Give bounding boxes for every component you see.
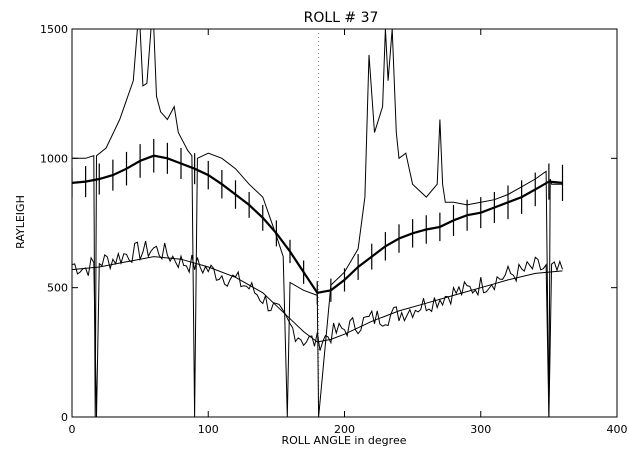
x-tick-label: 300 — [470, 423, 491, 436]
chart-title: ROLL # 37 — [304, 10, 379, 26]
x-tick-label: 0 — [69, 423, 76, 436]
series-line-3 — [72, 240, 563, 417]
y-tick-label: 500 — [47, 282, 68, 295]
plot-area: 0 100 200 300 400 0 500 1000 1500 — [40, 23, 628, 436]
plot-frame — [71, 28, 618, 418]
y-tick-label: 1000 — [40, 152, 68, 165]
series-line-1 — [72, 29, 563, 417]
x-tick-label: 200 — [334, 423, 355, 436]
x-tick-label: 100 — [198, 423, 219, 436]
x-axis-label: ROLL ANGLE in degree — [282, 434, 407, 447]
y-axis-label: RAYLEIGH — [14, 195, 27, 249]
y-tick-label: 0 — [61, 411, 68, 424]
y-tick-label: 1500 — [40, 23, 68, 36]
series-line-2 — [72, 154, 563, 295]
x-tick-label: 400 — [607, 423, 628, 436]
series-line-4 — [72, 256, 563, 343]
